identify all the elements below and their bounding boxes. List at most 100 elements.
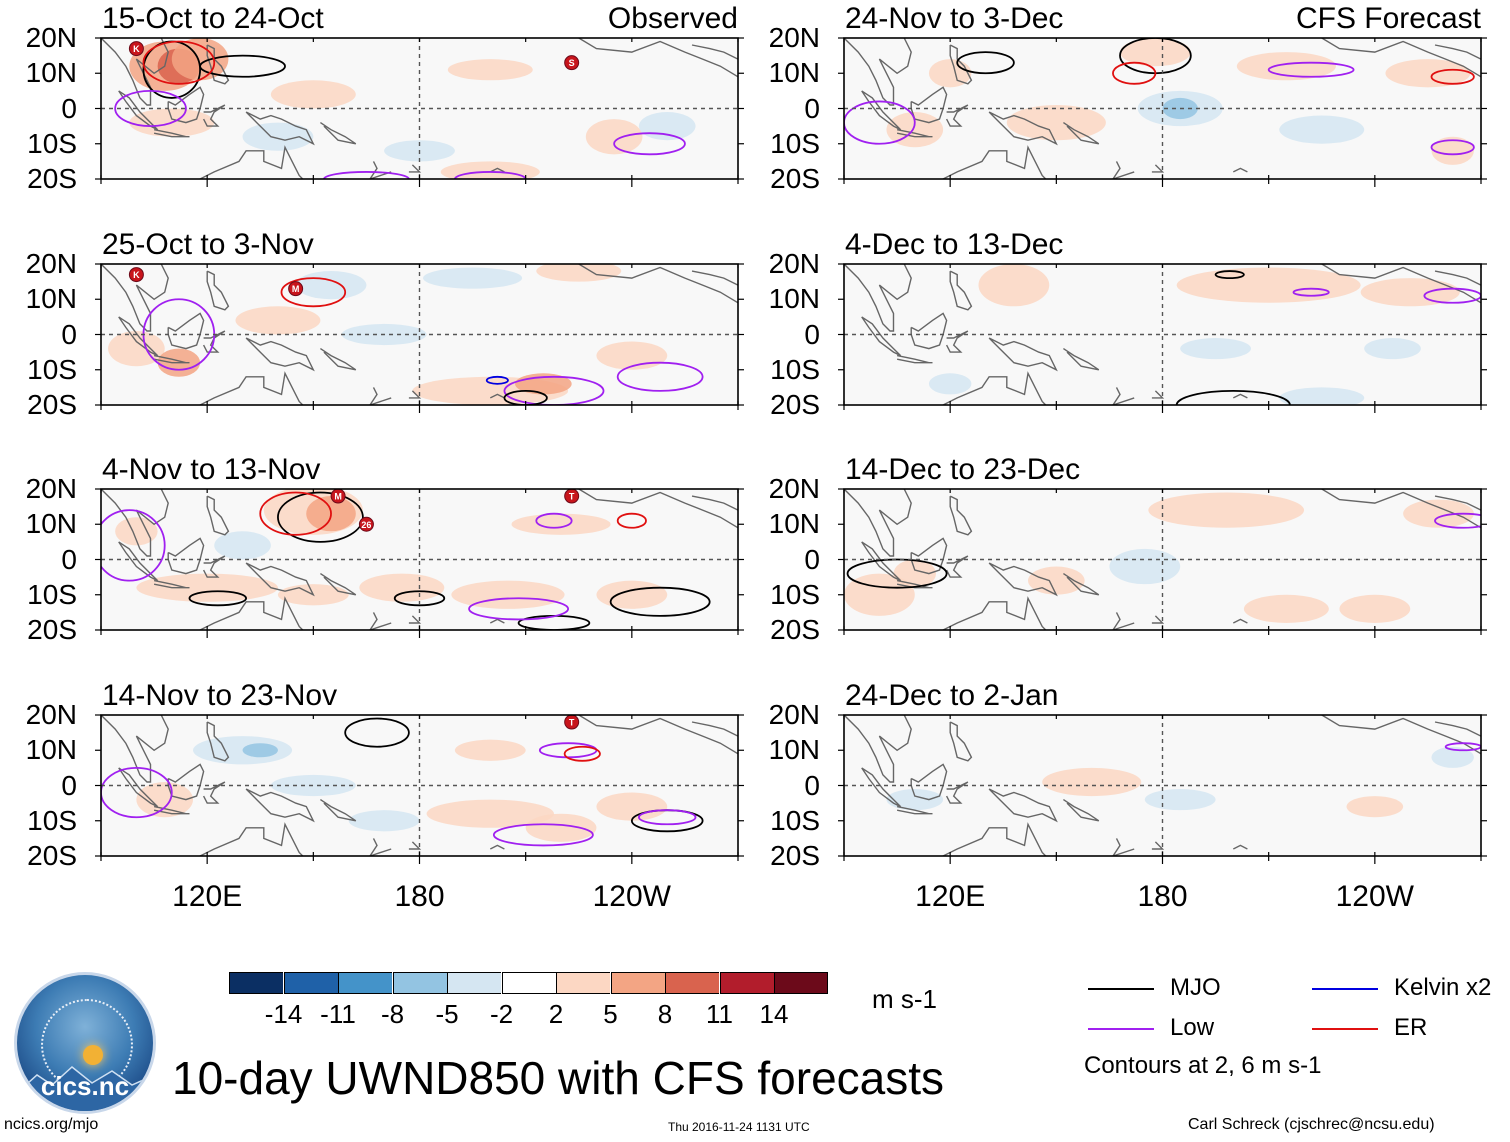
coastline (844, 715, 912, 783)
lat-tick-label: 0 (804, 92, 820, 124)
anomaly-patch (295, 271, 367, 300)
contour-line (199, 54, 286, 78)
lat-tick-label: 20S (27, 840, 77, 871)
anomaly-patch (270, 80, 356, 109)
anomaly-patch (1364, 338, 1421, 360)
contour-line (1434, 512, 1481, 529)
anomaly-patch (1243, 594, 1329, 623)
anomaly-patch (1180, 338, 1251, 360)
coastline (945, 781, 969, 804)
coastline (578, 489, 738, 529)
cyclone-marker: M (288, 281, 304, 297)
coastline (1151, 390, 1165, 399)
colorbar-swatch (229, 972, 283, 994)
colorbar-tick-label: -11 (320, 999, 356, 1029)
lat-tick-label: 0 (61, 543, 77, 575)
map-panel-6 (838, 263, 1487, 413)
colorbar-swatch (283, 972, 338, 994)
anomaly-patch (235, 306, 321, 335)
coastline (489, 618, 505, 624)
coastline (1321, 264, 1481, 304)
lat-tick-label: 10S (770, 353, 820, 385)
anomaly-patch (886, 112, 944, 148)
contour-line (492, 823, 594, 847)
coastline (245, 562, 315, 597)
contour-line (468, 597, 570, 621)
legend-label: MJO (1170, 974, 1221, 1001)
coastline (896, 805, 933, 815)
cics-logo: cics.nc (14, 972, 156, 1114)
coastline (369, 838, 392, 856)
svg-text:S: S (569, 58, 575, 68)
coastline (844, 489, 912, 557)
coastline (153, 129, 190, 138)
anomaly-patch (1028, 566, 1085, 595)
coastline (988, 788, 1058, 823)
coastline (578, 715, 738, 755)
anomaly-patch (1176, 267, 1361, 303)
contour-line (844, 100, 916, 145)
contour-line (101, 509, 166, 582)
anomaly-patch (108, 330, 165, 367)
anomaly-patch (536, 264, 622, 282)
coastline (206, 44, 230, 85)
lat-tick-label: 10N (768, 283, 820, 315)
contour-line (114, 89, 187, 128)
panel-period-label: 24-Dec to 2-Jan (845, 679, 1059, 712)
svg-text:T: T (569, 492, 575, 502)
coastline (206, 721, 230, 762)
legend-label: Low (1170, 1014, 1215, 1041)
coastline (202, 104, 226, 127)
lon-tick-label: 120W (1335, 880, 1414, 913)
coastline (691, 721, 738, 737)
map-panel-3: M 26 T (95, 488, 744, 638)
lat-tick-label: 0 (804, 543, 820, 575)
coastline (988, 337, 1058, 372)
coastline (949, 495, 973, 536)
anomaly-patch (1360, 278, 1460, 307)
contour-line (1267, 61, 1355, 78)
coastline (844, 264, 912, 332)
coastline (489, 393, 505, 399)
panel-background (101, 715, 738, 856)
anomaly-patch (596, 792, 668, 821)
coastline (202, 781, 226, 804)
anomaly-patch (242, 743, 278, 758)
panel-type-label: CFS Forecast (1295, 2, 1481, 35)
panel-period-label: 25-Oct to 3-Nov (102, 228, 314, 261)
panel-frame (843, 263, 1482, 406)
contour-line (259, 491, 332, 536)
map-panel-8 (838, 714, 1487, 864)
coastline (153, 579, 190, 589)
coastline (198, 596, 304, 630)
colorbar-swatch (665, 972, 719, 994)
logo-mountain-icon (17, 1066, 153, 1111)
footer-credit: Carl Schreck (cjschrec@ncsu.edu) (1188, 1116, 1435, 1133)
contour-line (503, 390, 548, 405)
anomaly-patch (893, 559, 937, 588)
contour-line (1292, 287, 1330, 297)
lon-tick-label: 180 (1137, 880, 1188, 913)
coastline (691, 44, 738, 60)
coastline (1434, 270, 1481, 286)
coastline (101, 715, 169, 783)
contour-line (393, 590, 446, 607)
coastline (202, 555, 226, 578)
anomaly-patch (511, 513, 611, 535)
coastline (945, 104, 969, 127)
anomaly-patch (638, 112, 696, 141)
colorbar-swatch (338, 972, 392, 994)
coastline (1232, 618, 1248, 624)
coastline (369, 612, 392, 630)
cyclone-marker: S (564, 55, 580, 71)
coastline (1321, 38, 1481, 78)
coastline (1151, 841, 1165, 850)
footer-site: ncics.org/mjo (4, 1116, 99, 1133)
anomaly-patch (1431, 746, 1474, 768)
lat-tick-label: 10N (25, 508, 77, 540)
coastline (408, 841, 422, 850)
coastline (1434, 495, 1481, 511)
coastline (489, 167, 505, 173)
anomaly-patch (136, 781, 194, 818)
panel-period-label: 4-Dec to 13-Dec (845, 228, 1064, 261)
